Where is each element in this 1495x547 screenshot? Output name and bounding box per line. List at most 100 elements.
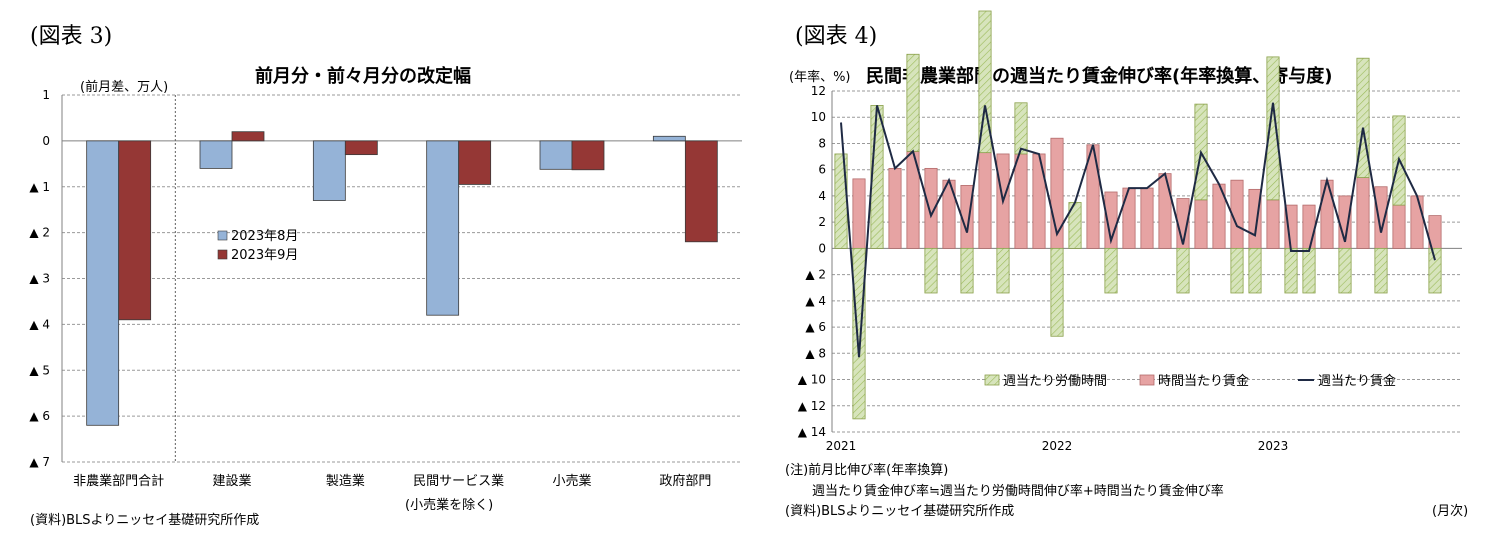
y-tick-label: 0	[42, 134, 50, 148]
hourly-wage-bar	[1392, 204, 1406, 249]
revision-bar-chart: 1 0 ▲ 1 ▲ 2 ▲ 3 ▲ 4 ▲ 5 ▲ 6 ▲ 7 非農業部門合計 建設業 製造業 民間サー…	[29, 88, 742, 489]
y-tick-label: ▲ 14	[798, 425, 826, 439]
hourly-wage-bar	[1140, 187, 1154, 249]
y-tick-label: ▲ 6	[29, 409, 50, 423]
y-tick-label: 6	[818, 163, 826, 177]
y-tick-label: 1	[42, 88, 50, 102]
work-hours-bar	[1284, 247, 1298, 294]
hourly-wage-bar	[888, 167, 902, 249]
y-tick-label: ▲ 1	[29, 180, 50, 194]
y-tick-label: 10	[811, 110, 826, 124]
bar-aug	[426, 140, 460, 316]
y-tick-label: 2	[818, 215, 826, 229]
hourly-wage-bar	[1032, 153, 1046, 249]
x-unit-label: (月次)	[1432, 504, 1469, 519]
bar-sep	[571, 140, 605, 171]
y-tick-label: ▲ 7	[29, 455, 50, 469]
hourly-wage-bar	[1194, 199, 1208, 249]
x-category-label: 非農業部門合計	[73, 473, 164, 489]
work-hours-bar	[1302, 247, 1316, 294]
hourly-wage-bar	[1302, 204, 1316, 249]
hourly-wage-bar	[852, 178, 866, 249]
hourly-wage-bar	[1014, 153, 1028, 249]
bar-sep	[344, 140, 378, 156]
x-tick-label: 2022	[1042, 439, 1073, 453]
legend-swatch	[1139, 374, 1155, 386]
work-hours-bar	[924, 247, 938, 294]
work-hours-bar	[1266, 56, 1280, 201]
work-hours-bar	[1338, 247, 1352, 294]
x-category-label: 民間サービス業	[413, 473, 504, 489]
legend-swatch	[217, 230, 228, 241]
x-category-label: 建設業	[212, 473, 251, 489]
hourly-wage-bar	[960, 185, 974, 249]
legend-label: 週当たり労働時間	[1003, 374, 1107, 389]
hourly-wage-bar	[1158, 173, 1172, 249]
bar-aug	[652, 135, 686, 142]
x-tick-label: 2023	[1258, 439, 1289, 453]
legend-swatch	[217, 249, 228, 260]
work-hours-bar	[1428, 247, 1442, 294]
hourly-wage-bar	[1122, 187, 1136, 249]
work-hours-bar	[1104, 247, 1118, 294]
bar-sep	[231, 131, 265, 142]
bar-aug	[312, 140, 346, 201]
y-tick-label: ▲ 10	[798, 373, 826, 387]
bar-aug	[86, 140, 120, 426]
work-hours-bar	[996, 247, 1010, 294]
work-hours-bar	[852, 247, 866, 420]
y-tick-label: ▲ 6	[805, 320, 826, 334]
x-category-label: 製造業	[326, 473, 365, 489]
bar-sep	[458, 140, 492, 185]
bar-aug	[199, 140, 233, 169]
hourly-wage-bar	[1266, 199, 1280, 249]
y-tick-label: 12	[811, 84, 826, 98]
y-tick-label: ▲ 3	[29, 272, 50, 286]
legend-label: 週当たり賃金	[1318, 373, 1396, 389]
x-category-label: 政府部門	[659, 474, 711, 489]
legend-label: 2023年9月	[231, 248, 298, 263]
chart-title-left: 前月分・前々月分の改定幅	[255, 66, 471, 87]
weekly-wage-line	[840, 102, 1436, 358]
source-right: (資料)BLSよりニッセイ基礎研究所作成	[785, 504, 1015, 519]
y-tick-label: ▲ 4	[805, 294, 826, 308]
y-tick-label: 4	[818, 189, 826, 203]
figure-label-3: (図表 3)	[30, 24, 113, 49]
work-hours-bar	[906, 53, 920, 152]
bar-aug	[539, 140, 573, 170]
y-tick-label: ▲ 4	[29, 317, 50, 331]
work-hours-bar	[1248, 247, 1262, 294]
unit-label-right: (年率、%)	[789, 70, 851, 85]
hourly-wage-bar	[1356, 177, 1370, 249]
legend-label: 時間当たり賃金	[1158, 373, 1249, 389]
note-line-2: 週当たり賃金伸び率≒週当たり労働時間伸び率+時間当たり賃金伸び率	[812, 484, 1224, 499]
y-tick-label: ▲ 8	[805, 346, 826, 360]
work-hours-bar	[1014, 102, 1028, 155]
note-line-1: (注)前月比伸び率(年率換算)	[785, 463, 949, 478]
unit-label-left: (前月差、万人)	[80, 80, 169, 95]
y-tick-label: ▲ 2	[805, 268, 826, 282]
x-category-label: 小売業	[552, 473, 591, 489]
bar-sep	[684, 140, 718, 243]
hourly-wage-bar	[1320, 179, 1334, 249]
bar-sep	[118, 140, 152, 321]
legend-label: 2023年8月	[231, 229, 298, 244]
work-hours-bar	[1176, 247, 1190, 294]
work-hours-bar	[1050, 247, 1064, 337]
work-hours-bar	[1230, 247, 1244, 294]
x-tick-label: 2021	[826, 439, 857, 453]
source-left: (資料)BLSよりニッセイ基礎研究所作成	[30, 513, 260, 528]
x-sublabel: (小売業を除く)	[405, 498, 494, 513]
y-tick-label: 8	[818, 136, 826, 150]
work-hours-bar	[960, 247, 974, 294]
y-tick-label: ▲ 2	[29, 226, 50, 240]
y-tick-label: 0	[818, 241, 826, 255]
hourly-wage-bar	[978, 152, 992, 249]
figure-label-4: (図表 4)	[795, 24, 878, 49]
hourly-wage-bar	[1410, 195, 1424, 249]
y-tick-label: ▲ 12	[798, 399, 826, 413]
legend-swatch	[984, 374, 1000, 386]
work-hours-bar	[1374, 247, 1388, 294]
y-tick-label: ▲ 5	[29, 363, 50, 377]
